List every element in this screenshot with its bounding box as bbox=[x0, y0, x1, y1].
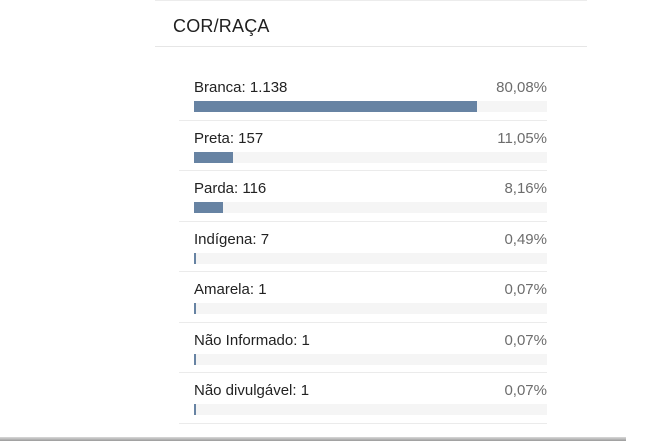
progress-bar bbox=[194, 252, 196, 264]
progress-bar bbox=[194, 404, 196, 415]
item-percent: 0,07% bbox=[504, 331, 547, 349]
section-title: COR/RAÇA bbox=[173, 16, 270, 36]
list-item-amarela: Amarela: 1 0,07% bbox=[179, 272, 547, 323]
top-divider bbox=[155, 0, 587, 1]
progress-bar bbox=[194, 101, 477, 112]
list-item-nao-informado: Não Informado: 1 0,07% bbox=[179, 323, 547, 373]
progress-track bbox=[194, 101, 547, 112]
item-percent: 80,08% bbox=[496, 79, 547, 96]
progress-bar bbox=[194, 353, 196, 365]
list-item-indigena: Indígena: 7 0,49% bbox=[179, 222, 547, 272]
progress-track bbox=[194, 202, 547, 213]
item-percent: 8,16% bbox=[504, 180, 547, 197]
progress-track bbox=[194, 252, 547, 264]
item-label: Preta: 157 bbox=[194, 129, 264, 147]
list-item-parda: Parda: 116 8,16% bbox=[179, 171, 547, 222]
item-percent: 0,49% bbox=[504, 230, 547, 248]
list-item-nao-divulgavel: Não divulgável: 1 0,07% bbox=[179, 373, 547, 424]
item-label: Branca: 1.138 bbox=[194, 79, 288, 96]
progress-track bbox=[194, 151, 547, 163]
title-divider bbox=[155, 46, 587, 47]
list-item-branca: Branca: 1.138 80,08% bbox=[179, 70, 547, 121]
list-item-preta: Preta: 157 11,05% bbox=[179, 121, 547, 171]
progress-bar bbox=[194, 151, 233, 163]
item-percent: 11,05% bbox=[497, 129, 547, 147]
item-label: Indígena: 7 bbox=[194, 230, 270, 248]
item-label: Não divulgável: 1 bbox=[194, 382, 310, 399]
item-percent: 0,07% bbox=[504, 382, 547, 399]
progress-bar bbox=[194, 303, 196, 314]
item-label: Parda: 116 bbox=[194, 180, 267, 197]
progress-bar bbox=[194, 202, 223, 213]
progress-track bbox=[194, 404, 547, 415]
race-breakdown-card: COR/RAÇA Branca: 1.138 80,08% Preta: 157… bbox=[155, 0, 587, 441]
window-bottom-edge bbox=[0, 437, 626, 441]
race-list: Branca: 1.138 80,08% Preta: 157 11,05% P… bbox=[179, 70, 547, 424]
item-label: Não Informado: 1 bbox=[194, 331, 310, 349]
progress-track bbox=[194, 353, 547, 365]
progress-track bbox=[194, 303, 547, 314]
item-label: Amarela: 1 bbox=[194, 281, 267, 298]
item-percent: 0,07% bbox=[504, 281, 547, 298]
